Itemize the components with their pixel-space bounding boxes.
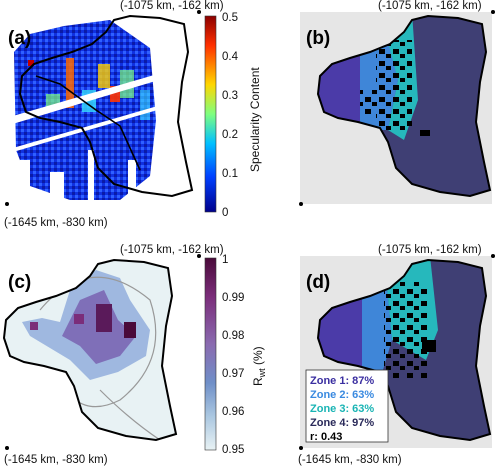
- panel-b-corner-top: (-1075 km, -162 km): [378, 0, 482, 12]
- colorbar-c-bar: [204, 257, 217, 451]
- colorbar-c-tick: 0.98: [222, 330, 244, 342]
- zone-legend: Zone 1: 87% Zone 2: 63% Zone 3: 63% Zone…: [305, 369, 389, 443]
- colorbar-a-tick: 0.5: [222, 12, 238, 24]
- colorbar-c-tick: 0.96: [222, 406, 244, 418]
- colorbar-c-tick: 0.95: [222, 444, 244, 456]
- zone-1-label: Zone 1: 87%: [310, 375, 374, 387]
- colorbar-a: 0.5 0.4 0.3 0.2 0.1 0 Specularity Conten…: [204, 12, 262, 219]
- panel-d-corner-top: (-1075 km, -162 km): [378, 244, 482, 256]
- panel-c-corner-top: (-1075 km, -162 km): [120, 244, 224, 256]
- zone-2-label: Zone 2: 63%: [310, 389, 374, 401]
- colorbar-c-title: Rwt (%): [251, 346, 267, 386]
- panel-a-label: (a): [8, 28, 31, 49]
- colorbar-a-bar: [204, 15, 217, 213]
- panel-d-corner-bottom: (-1645 km, -830 km): [298, 454, 402, 466]
- specularity-raster: [6, 20, 192, 202]
- panel-a-corner-bottom: (-1645 km, -830 km): [4, 217, 108, 229]
- correlation-label: r: 0.43: [310, 431, 342, 443]
- colorbar-a-tick: 0: [222, 207, 228, 219]
- panel-d: (d) (-1075 km, -162 km) (-1645 km, -830 …: [298, 244, 495, 466]
- zone-4-label: Zone 4: 97%: [310, 417, 374, 429]
- colorbar-c-tick: 0.97: [222, 368, 244, 380]
- colorbar-a-tick: 0.2: [222, 129, 238, 141]
- colorbar-c-tick: 0.99: [222, 292, 244, 304]
- colorbar-c-title-unit: (%): [251, 346, 265, 368]
- colorbar-c-tick: 1: [222, 254, 228, 266]
- panel-a-corner-top: (-1075 km, -162 km): [120, 0, 224, 12]
- colorbar-a-tick: 0.4: [222, 51, 239, 63]
- panel-a: (a) (-1075 km, -162 km) (-1645 km, -830 …: [4, 0, 224, 229]
- colorbar-a-tick: 0.3: [222, 90, 238, 102]
- colorbar-a-tick: 0.1: [222, 168, 238, 180]
- panel-c: (c) (-1075 km, -162 km) (-1645 km, -830 …: [3, 244, 224, 466]
- colorbar-c-title-sub: wt: [257, 368, 267, 378]
- colorbar-c-title-main: R: [251, 377, 265, 386]
- zone-3-label: Zone 3: 63%: [310, 403, 374, 415]
- colorbar-a-title: Specularity Content: [248, 67, 262, 172]
- panel-d-label: (d): [306, 272, 330, 293]
- panel-b-label: (b): [306, 28, 330, 49]
- panel-c-label: (c): [8, 272, 31, 293]
- panel-b: (b) (-1075 km, -162 km): [299, 0, 495, 206]
- colorbar-c: 1 0.99 0.98 0.97 0.96 0.95 Rwt (%): [204, 254, 267, 456]
- panel-c-corner-bottom: (-1645 km, -830 km): [4, 454, 108, 466]
